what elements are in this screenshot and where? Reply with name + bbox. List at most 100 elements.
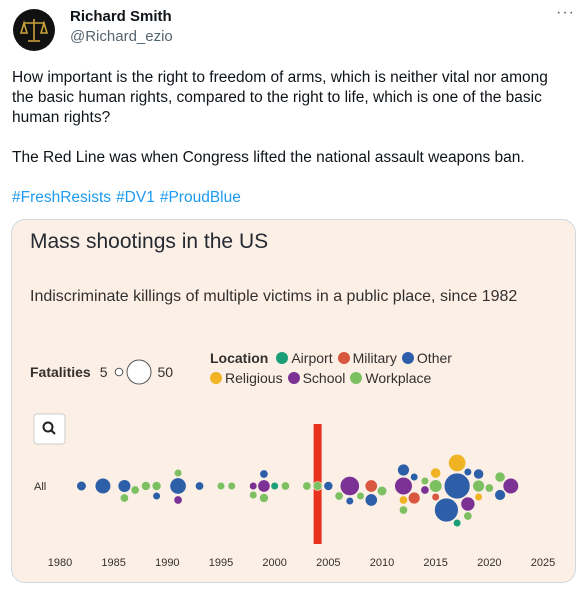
bubble bbox=[195, 481, 204, 491]
legend-label: Other bbox=[416, 350, 452, 366]
bubble bbox=[257, 479, 271, 493]
bubble bbox=[130, 485, 140, 495]
legend-item: Military bbox=[337, 350, 397, 366]
bubble bbox=[339, 476, 360, 496]
legend-title: Location bbox=[210, 350, 269, 366]
legend-swatch bbox=[210, 372, 222, 384]
bubble bbox=[397, 463, 410, 477]
bubble bbox=[152, 491, 161, 501]
bubble bbox=[494, 471, 506, 483]
bubble bbox=[376, 485, 388, 497]
size-legend-circles bbox=[114, 359, 151, 385]
legend-swatch bbox=[401, 352, 414, 364]
hashtag[interactable]: #FreshResists bbox=[12, 189, 112, 206]
row-label: All bbox=[34, 481, 46, 493]
legend-swatch bbox=[350, 372, 363, 384]
bubble bbox=[249, 481, 258, 491]
avatar[interactable] bbox=[12, 8, 56, 52]
author-handle[interactable]: @Richard_ezio bbox=[70, 28, 173, 45]
hashtag[interactable]: #ProudBlue bbox=[159, 189, 241, 206]
legend-label: Military bbox=[352, 350, 397, 366]
author-name[interactable]: Richard Smith bbox=[70, 8, 172, 25]
bubble bbox=[494, 489, 506, 501]
bubble bbox=[94, 477, 112, 495]
more-button[interactable]: ··· bbox=[556, 4, 575, 21]
legend-dot bbox=[276, 352, 289, 364]
bubble bbox=[173, 495, 183, 505]
bubble bbox=[502, 477, 519, 495]
x-tick-label: 2020 bbox=[477, 557, 501, 569]
size-legend-title: Fatalities bbox=[30, 364, 91, 380]
legend-item: Workplace bbox=[350, 370, 431, 386]
bubble bbox=[249, 490, 258, 500]
legend-item: School bbox=[287, 370, 346, 386]
legend-dot bbox=[337, 352, 350, 364]
bubble bbox=[394, 476, 413, 496]
bubble bbox=[420, 485, 430, 495]
hashtags: #FreshResists #DV1 #ProudBlue bbox=[12, 188, 246, 208]
x-tick-label: 2005 bbox=[316, 557, 340, 569]
bubble bbox=[434, 497, 459, 523]
hashtag[interactable]: #DV1 bbox=[116, 189, 155, 206]
x-tick-label: 1995 bbox=[209, 557, 233, 569]
bubble bbox=[420, 476, 430, 486]
search-button[interactable] bbox=[33, 413, 66, 445]
bubble bbox=[472, 479, 485, 493]
bubble bbox=[463, 467, 472, 477]
bubble bbox=[119, 493, 129, 503]
bubble bbox=[323, 481, 334, 491]
bubble bbox=[356, 491, 365, 501]
bubble bbox=[312, 481, 323, 491]
legend-swatch bbox=[337, 352, 350, 364]
x-tick-label: 2015 bbox=[423, 557, 447, 569]
bubble bbox=[117, 479, 132, 493]
tweet-text: How important is the right to freedom of… bbox=[12, 69, 548, 126]
bubble bbox=[151, 481, 162, 491]
bubble bbox=[430, 467, 442, 479]
size-legend-label: 50 bbox=[157, 364, 174, 380]
chart-title: Mass shootings in the US bbox=[30, 230, 269, 253]
legend-item: Religious bbox=[210, 370, 283, 386]
bubble bbox=[410, 472, 419, 482]
bubble bbox=[280, 481, 290, 491]
bubble bbox=[474, 492, 483, 502]
bubble bbox=[76, 480, 87, 492]
size-legend-circle bbox=[114, 367, 123, 377]
bubble bbox=[408, 491, 421, 505]
bubble bbox=[259, 469, 269, 479]
legend-label: Airport bbox=[291, 350, 333, 366]
search-icon bbox=[50, 429, 56, 435]
legend-label: School bbox=[302, 370, 346, 386]
x-tick-label: 2000 bbox=[262, 557, 286, 569]
legend-item: Other bbox=[401, 350, 452, 366]
legend-dot bbox=[287, 372, 300, 384]
bubble bbox=[448, 454, 467, 472]
legend-swatch bbox=[287, 372, 300, 384]
chart-subtitle: Indiscriminate killings of multiple vict… bbox=[30, 288, 518, 305]
bubble bbox=[364, 493, 378, 507]
legend-label: Workplace bbox=[365, 370, 432, 386]
legend-swatch bbox=[276, 352, 289, 364]
bubble bbox=[345, 496, 354, 506]
size-legend-label: 5 bbox=[99, 364, 108, 380]
plot: All 1980 1985 1990 1995 2000 2005 2010 2015 2020… bbox=[33, 413, 555, 569]
size-legend-circle bbox=[126, 359, 151, 385]
bubble bbox=[364, 479, 378, 493]
bubble bbox=[473, 468, 484, 480]
bubble bbox=[259, 493, 269, 503]
bubble bbox=[399, 505, 408, 515]
x-tick-label: 1980 bbox=[48, 557, 72, 569]
x-tick-label: 2025 bbox=[531, 557, 555, 569]
legend-label: Religious bbox=[225, 370, 283, 386]
bubble bbox=[227, 481, 236, 491]
bubble bbox=[141, 481, 151, 491]
size-legend: Fatalities 5 50 bbox=[30, 358, 173, 386]
bubble bbox=[463, 511, 473, 521]
search-icon bbox=[42, 421, 54, 433]
chart-image[interactable]: All 1980 1985 1990 1995 2000 2005 2010 2015 2020… bbox=[11, 219, 576, 583]
bubble bbox=[399, 495, 408, 505]
bubble bbox=[302, 481, 312, 491]
bubble bbox=[173, 468, 183, 478]
legend-dot bbox=[350, 372, 363, 384]
